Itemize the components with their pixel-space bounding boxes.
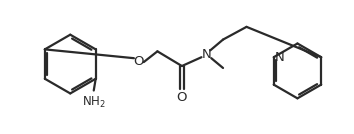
Text: N: N (201, 48, 211, 61)
Text: NH$_2$: NH$_2$ (82, 95, 105, 111)
Text: O: O (177, 91, 187, 104)
Text: N: N (275, 51, 285, 64)
Text: O: O (133, 55, 144, 68)
